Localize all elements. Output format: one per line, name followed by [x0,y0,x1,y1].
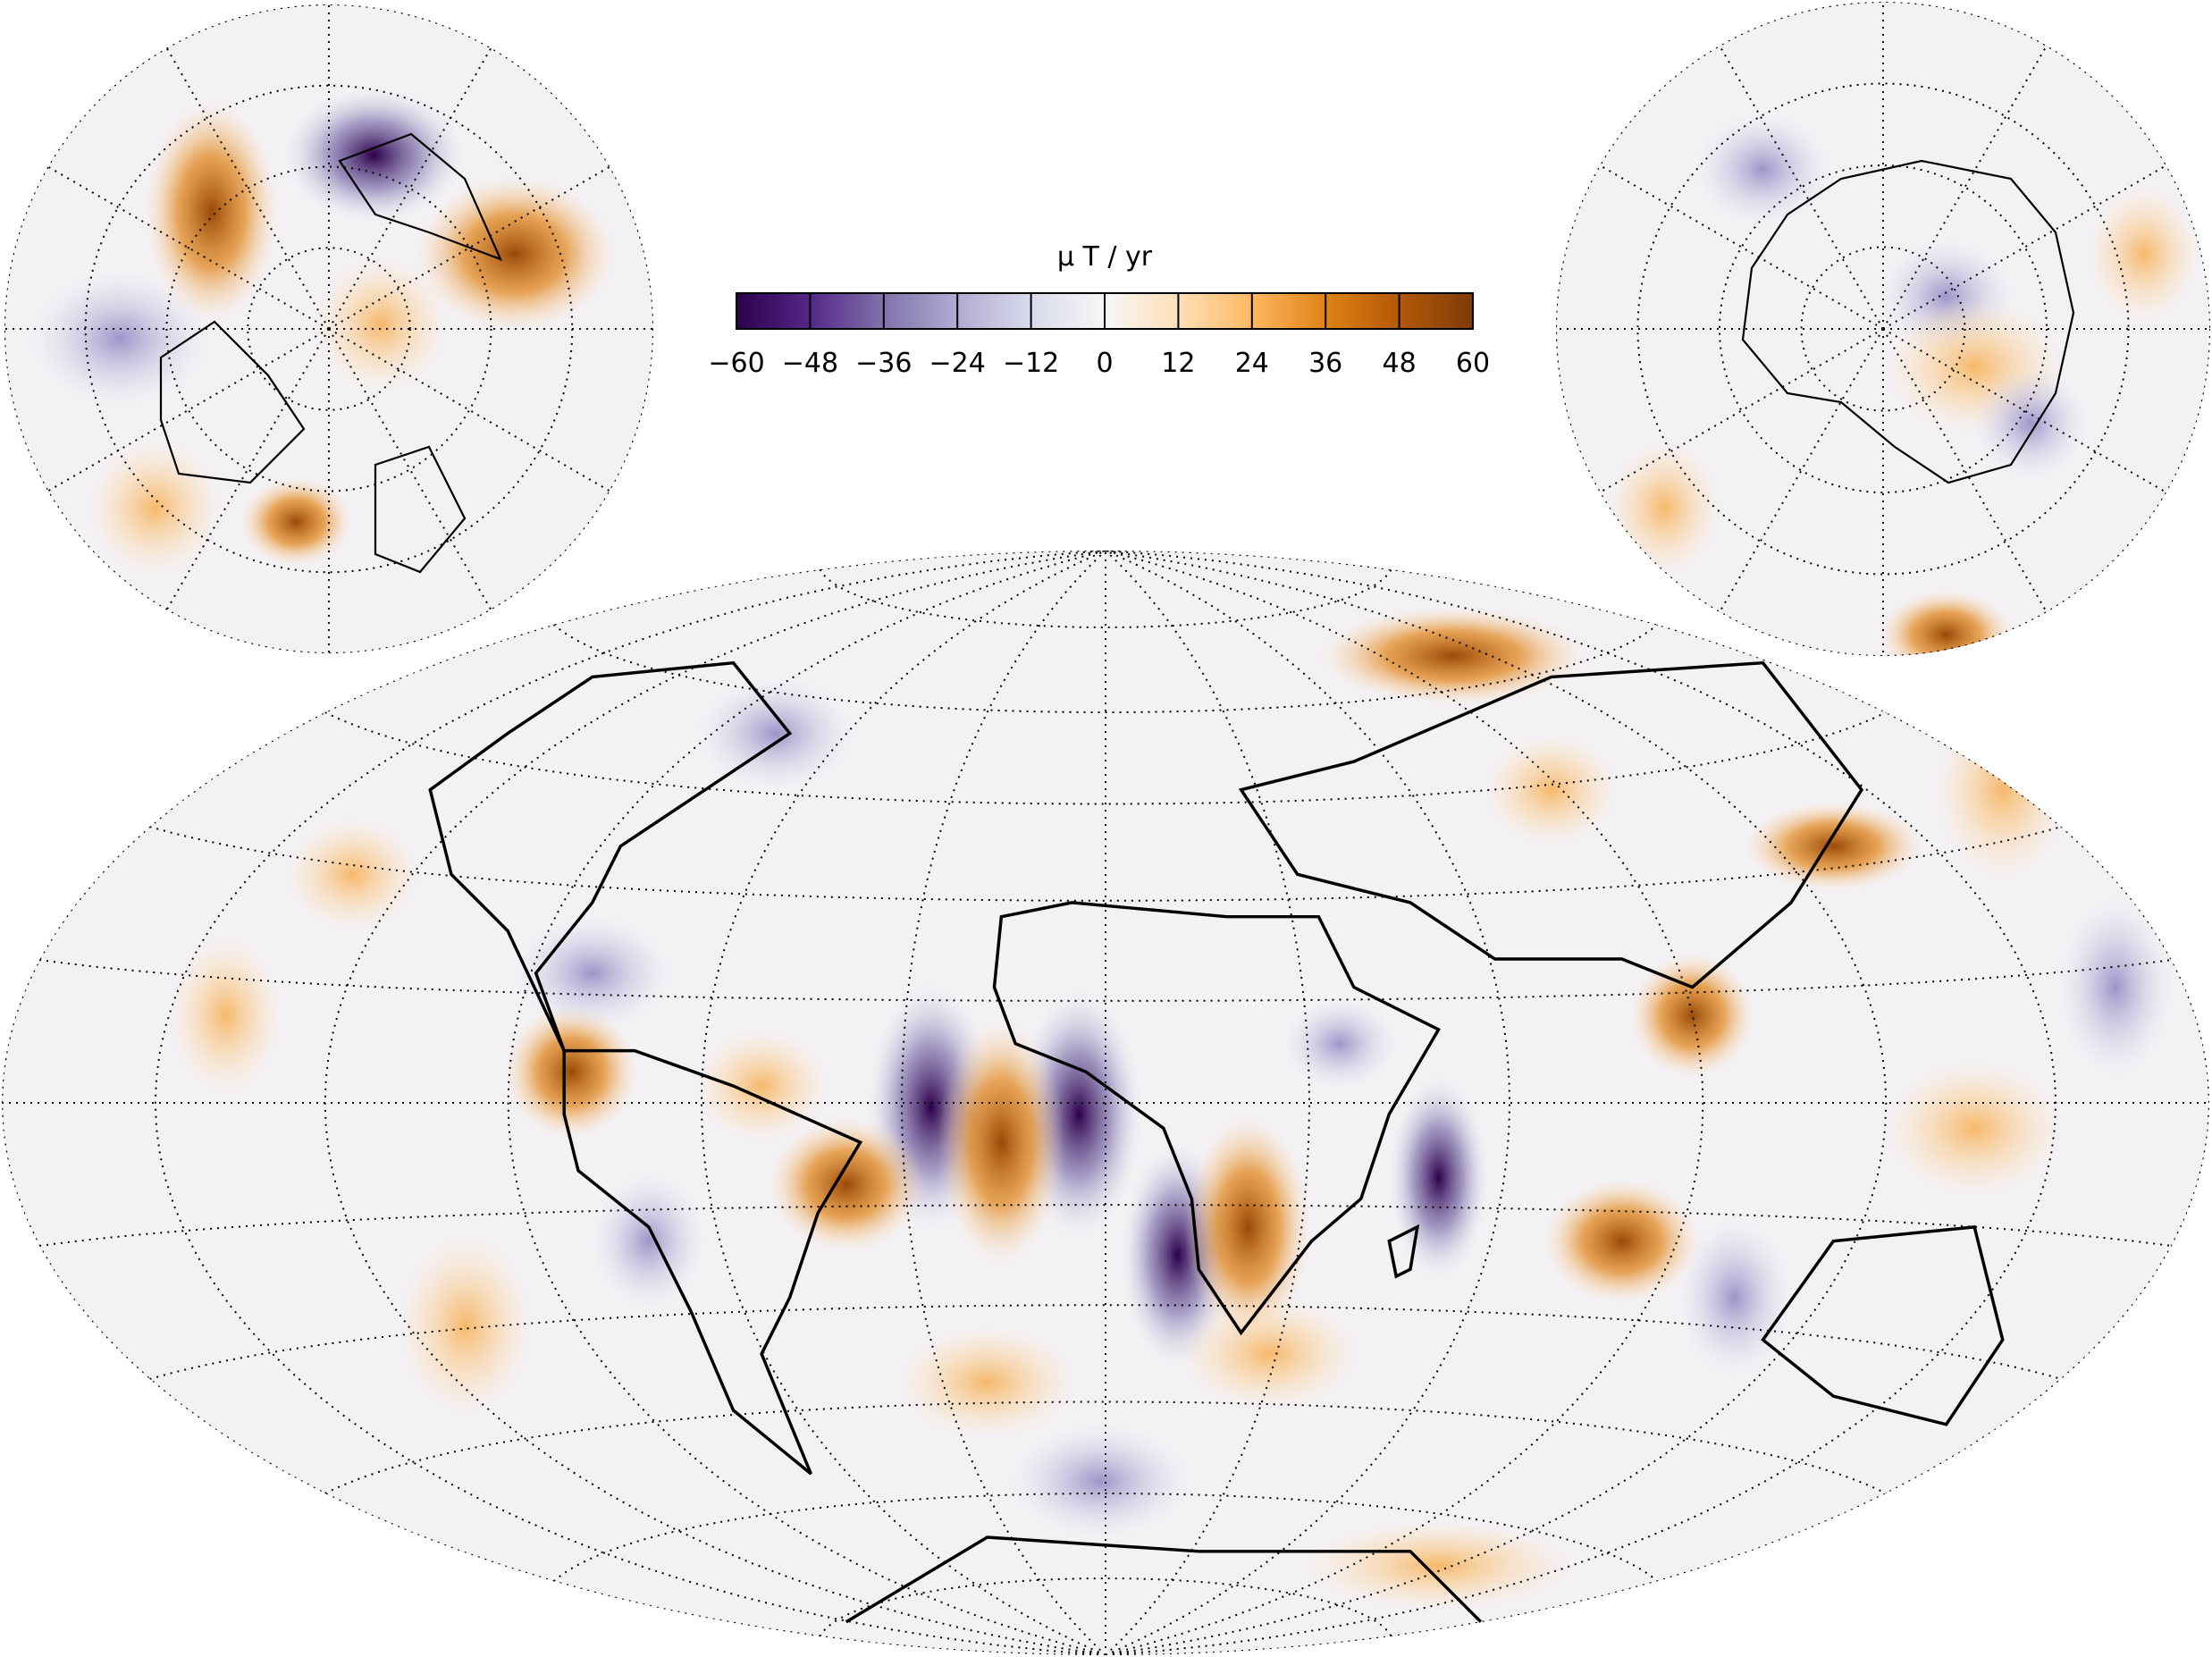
blob [1974,366,2088,480]
meridian [2,551,1106,1655]
blob [169,936,282,1095]
parallel [165,165,492,492]
blob [1316,606,1588,706]
colorbar: μ T / yr −60 −48 −36 −24 −12 0 12 24 36 48 60 [708,241,1490,379]
blob [29,270,211,407]
blob [696,677,855,790]
colorbar-tick-label: 24 [1235,348,1269,379]
blob [503,1004,639,1140]
colorbar-tick-label: 60 [1456,348,1490,379]
blob [143,98,280,324]
colorbar-label: μ T / yr [1057,241,1153,273]
meridian [1719,45,1884,330]
blob [397,1235,534,1417]
south-polar-map [1556,2,2210,656]
meridian [1882,45,2048,330]
blob [592,1173,705,1309]
blob [284,818,421,931]
meridian [1105,551,1888,1655]
colorbar-tick-label: −12 [1003,348,1059,379]
blob [413,174,617,333]
meridian [1105,551,2209,1655]
parallel [552,1493,1659,1582]
parallel [149,826,2062,902]
parallel [149,1304,2062,1380]
meridian [324,551,1106,1655]
blob [694,1029,829,1143]
blob [1303,1520,1575,1611]
meridian [1599,328,1884,493]
north-polar-map [4,4,653,653]
blob [896,1325,1078,1439]
colorbar-tick-label: −60 [708,348,764,379]
meridian [1105,551,1511,1655]
blob [1884,1060,2065,1197]
graticule [2,551,2209,1655]
meridian [1882,328,2167,493]
field-pattern [169,606,2173,1611]
blob [1607,440,1721,576]
meridian [1719,328,1884,613]
meridian [700,551,1106,1655]
coastlines [428,660,2005,1624]
meridian [1882,328,2048,613]
meridian [1882,164,2167,330]
parallel [1719,164,2048,493]
blob [240,476,353,568]
blob [2058,896,2173,1078]
blob [767,1116,926,1253]
colorbar-tick-label: 48 [1383,348,1417,379]
blob [1878,589,2014,656]
parallel [324,1400,1887,1494]
meridian [1105,551,1704,1655]
blob [1009,1424,1190,1538]
parallel [552,624,1659,713]
parallel [1636,82,2130,576]
colorbar-tick-label: 36 [1308,348,1342,379]
meridian [1599,164,1884,330]
blob [87,440,223,576]
colorbar-tick-label: 12 [1161,348,1195,379]
parallel [324,711,1887,805]
blob [313,257,449,392]
blob [513,916,672,1030]
colorbar-tick-label: −48 [782,348,838,379]
parallel [1800,246,1966,412]
meridian [507,551,1106,1655]
blob [1543,1177,1702,1305]
blob [1695,113,1831,226]
colorbar-tick-label: −24 [929,348,986,379]
blob [1283,998,1397,1089]
parallel [38,1204,2173,1247]
blob [1389,1076,1489,1280]
blob [2087,186,2200,322]
blob [1935,699,2071,880]
blob [1743,801,1924,892]
blob [1628,952,1756,1079]
blob [1484,733,1619,846]
meridian [1105,551,2057,1655]
meridian [154,551,1106,1655]
world-map [2,551,2209,1655]
colorbar-tick-label: 0 [1096,348,1113,379]
parallel [247,247,411,411]
blob [1179,1297,1360,1410]
colorbar-tick-label: −36 [855,348,912,379]
blob [1678,1218,1792,1377]
